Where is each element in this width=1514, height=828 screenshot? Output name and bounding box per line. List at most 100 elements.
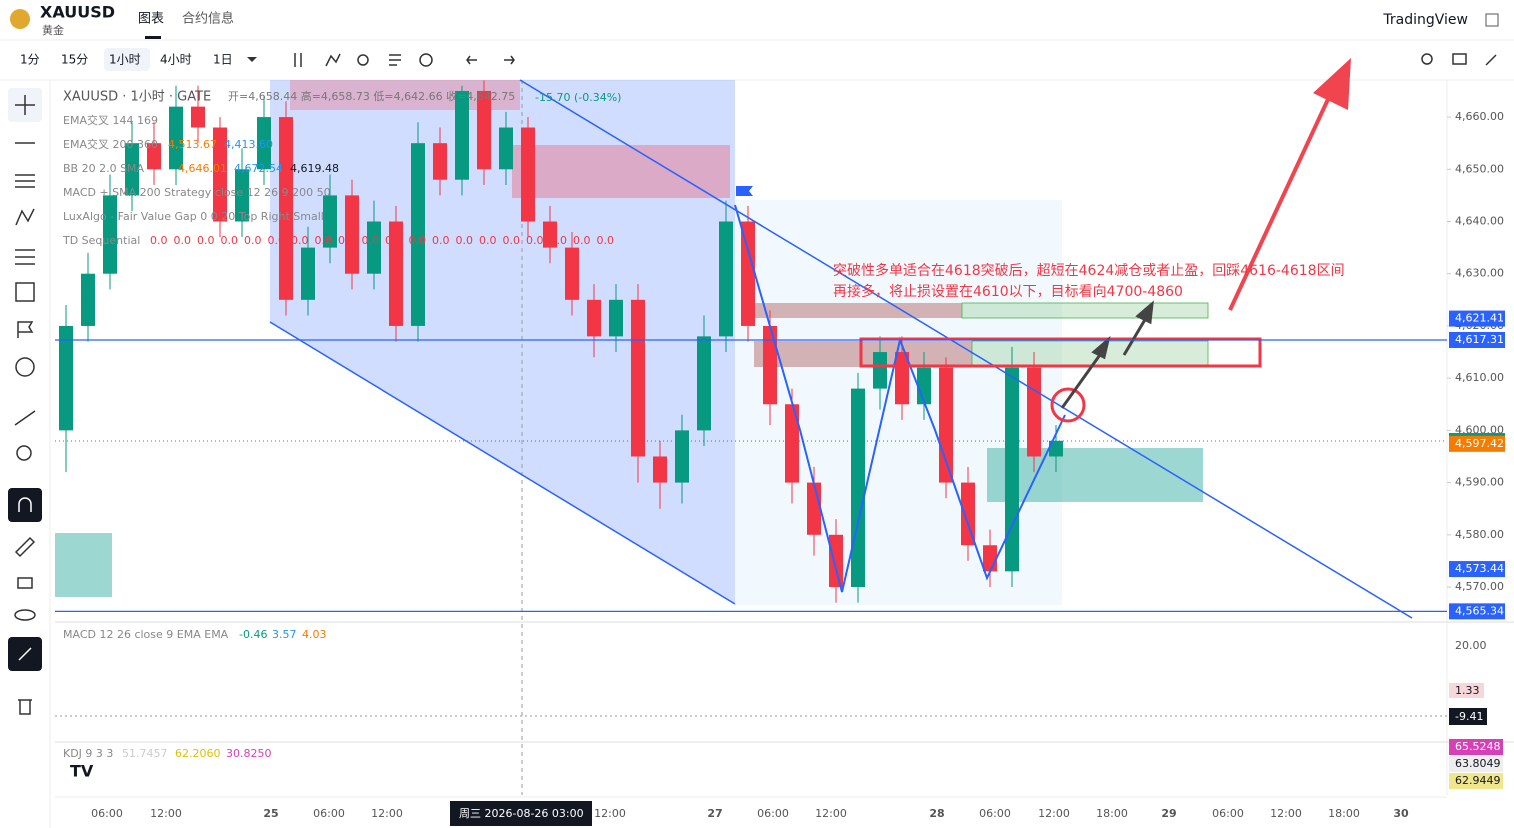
toolbar-icons[interactable] [294,53,1497,67]
x-tick-label: 06:00 [313,807,345,820]
indicator-name: MACD + SMA 200 Strategy close 12 26 9 20… [63,186,331,199]
zone [512,145,730,198]
arrow-head [1313,58,1351,110]
kdj-tag [1449,739,1503,755]
kdj-tag [1449,756,1503,772]
candle-body [345,195,359,274]
indicator-name: EMA交叉 200 360 [63,137,158,151]
indicator-readout: 0.0 [291,234,309,247]
kdj-readout: 62.2060 [175,747,221,760]
price-tag-label: 4,573.44 [1455,562,1504,575]
kdj-title: KDJ 9 3 3 [63,747,113,760]
candle-body [367,221,381,274]
tab[interactable]: 图表 [138,12,164,27]
indicator-name: EMA交叉 144 169 [63,113,158,127]
indicator-readout: 0.0 [550,234,568,247]
candle-body [169,106,183,170]
brand[interactable]: TradingView [1382,12,1468,28]
indicator-readout: 4,646.01 [178,162,227,175]
x-tick-label: 27 [707,807,722,820]
candle-body [653,456,667,483]
indicator-readout: 0.0 [244,234,262,247]
candle-body [235,169,249,222]
price-tag-label: 4,621.41 [1455,312,1504,325]
interval[interactable]: 1日 [213,53,233,67]
y-tick-label: 4,610.00 [1455,371,1504,384]
x-tick-label: 06:00 [979,807,1011,820]
kdj-readout: 30.8250 [226,747,272,760]
time-axis: 06:00 12:00 25 06:00 12:00 12:00 27 06:00 12:00 2… [91,807,1409,820]
candle-body [323,195,337,248]
candle-body [829,534,843,588]
candle-body [587,299,601,337]
indicator-readout: 0.0 [503,234,521,247]
interval[interactable]: 4小时 [160,53,192,67]
y-tick-label: 4,660.00 [1455,110,1504,123]
flag [736,186,753,196]
indicator-readout: 0.0 [362,234,380,247]
candle-body [411,143,425,326]
candle-body [785,404,799,483]
x-tick-label: 25 [263,807,278,820]
arrow [1122,300,1154,356]
symbol[interactable]: XAUUSD [40,3,115,22]
kdj-tag-text: 65.5248 [1455,740,1501,753]
indicator-readout: 0.0 [456,234,474,247]
indicator-readout: 4,513.67 [168,138,217,151]
price-tag-label: 4,597.42 [1455,437,1504,450]
x-tick-label: 12:00 [150,807,182,820]
candle-body [851,388,865,588]
kdj-readout: 51.7457 [122,747,168,760]
macd-tag-text: 1.33 [1455,684,1480,697]
legend-change: -15.70 (-0.34%) [535,91,621,104]
y-tick-label: 4,580.00 [1455,528,1504,541]
indicator-readout: 0.0 [597,234,615,247]
y-tick-label: 4,640.00 [1455,215,1504,228]
y-tick-label: 4,590.00 [1455,476,1504,489]
indicator-readout: 0.0 [315,234,333,247]
drawings [269,58,1413,619]
indicator-readout: 0.0 [338,234,356,247]
candle-body [807,482,821,535]
tv-logo: TV [70,762,94,781]
y-tick-label: 4,630.00 [1455,267,1504,280]
interval[interactable]: 1分 [20,53,40,67]
x-tick-label: 06:00 [1212,807,1244,820]
tab[interactable]: 合约信息 [182,11,234,27]
price-tag [1449,331,1505,348]
indicator-readout: 0.0 [385,234,403,247]
candle-body [565,247,579,300]
dropdown[interactable] [247,57,257,62]
symbol-icon [10,9,30,29]
indicator-readout: 0.0 [526,234,544,247]
x-tick-label: 06:00 [757,807,789,820]
indicator-readout: 4,413.60 [224,138,273,151]
indicator-legend: EMA交叉 144 169 EMA交叉 200 360 4,513.67 4,413.… [62,113,614,247]
candle-body [1027,367,1041,457]
macd-tag-text: -9.41 [1455,710,1483,723]
candle-body [741,221,755,326]
indicator-readout: 0.0 [409,234,427,247]
drawing-tools[interactable] [8,88,42,715]
x-tick-label: 12:00 [1038,807,1070,820]
annotation: 突破性多单适合在4618突破后，超短在4624减仓或者止盈，回踩4616-461… [833,262,1345,279]
indicator-name: TD Sequential [62,234,140,247]
x-tick-label: 28 [929,807,944,820]
candle-body [961,482,975,546]
interval[interactable]: 15分 [61,53,88,67]
price-tag [1449,561,1505,578]
candles [59,80,1063,603]
zone [971,340,1209,368]
crosshair-label-bg [450,801,592,826]
candle-body [81,273,95,326]
price-tag [1449,310,1505,327]
candle-body [213,127,227,222]
fullscreen-btn[interactable] [1485,13,1499,27]
x-tick-label: 12:00 [815,807,847,820]
legend-title: XAUUSD · 1小时 · GATE [63,90,211,105]
candle-body [103,195,117,274]
interval[interactable]: 1小时 [109,53,141,67]
candle-body [499,127,513,170]
candle-body [147,143,161,170]
candle-body [675,430,689,483]
